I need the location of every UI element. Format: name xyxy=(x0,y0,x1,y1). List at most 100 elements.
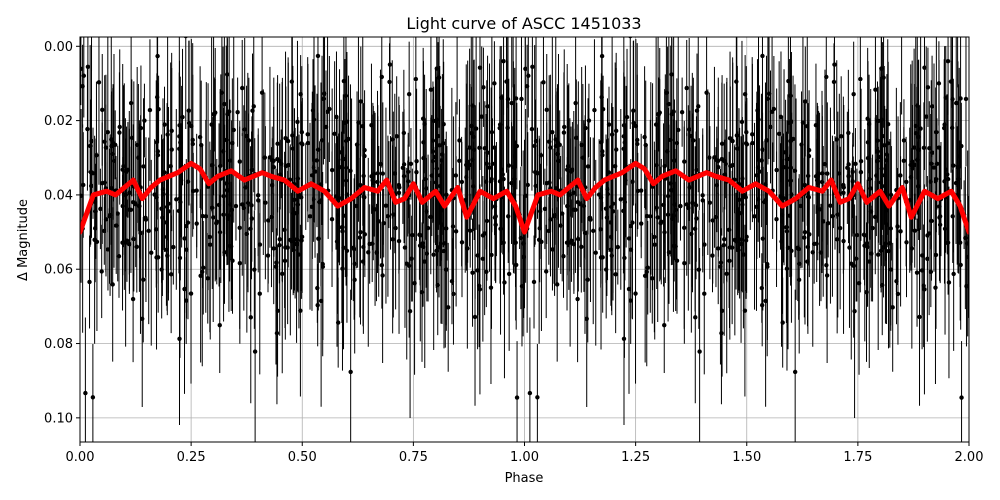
data-point xyxy=(405,169,411,174)
data-point xyxy=(465,159,470,164)
data-point xyxy=(194,188,199,193)
data-point xyxy=(509,100,514,106)
data-point xyxy=(819,179,825,185)
data-point xyxy=(609,253,614,258)
data-point xyxy=(739,119,745,125)
data-point xyxy=(362,195,367,200)
data-point xyxy=(537,209,543,214)
data-point xyxy=(621,146,626,152)
data-point xyxy=(243,185,248,190)
axis-ticks: 0.00 0.25 0.50 0.75 1.00 1.25 1.50 1.75 2.00 0.00… xyxy=(44,40,983,465)
data-point xyxy=(662,322,667,328)
data-point xyxy=(873,87,878,92)
data-point xyxy=(539,239,544,245)
x-tick-label: 1.25 xyxy=(621,450,650,465)
data-point xyxy=(802,182,808,188)
data-point xyxy=(884,222,889,227)
data-point xyxy=(933,178,938,184)
data-point xyxy=(603,267,609,272)
data-point xyxy=(749,132,755,137)
data-point xyxy=(248,315,253,320)
data-point xyxy=(424,251,430,256)
data-point xyxy=(275,141,280,146)
data-point xyxy=(553,186,559,191)
data-point xyxy=(420,116,426,121)
data-point xyxy=(358,229,363,235)
data-point xyxy=(945,240,951,245)
data-point xyxy=(644,269,649,275)
data-point xyxy=(915,103,920,108)
data-point xyxy=(387,79,392,85)
data-point xyxy=(519,96,524,102)
data-point xyxy=(694,216,699,221)
data-point xyxy=(523,193,528,199)
data-point xyxy=(299,130,305,135)
data-point xyxy=(111,158,117,164)
data-point xyxy=(743,195,748,200)
data-point xyxy=(898,173,903,178)
data-point xyxy=(121,164,126,169)
data-point xyxy=(535,171,540,176)
data-point xyxy=(776,131,782,136)
data-point xyxy=(88,183,94,189)
data-point xyxy=(267,155,273,160)
data-point xyxy=(311,117,317,122)
data-point xyxy=(102,228,107,234)
data-point xyxy=(94,153,99,158)
data-point xyxy=(81,73,87,78)
data-point xyxy=(298,308,303,313)
data-point xyxy=(933,252,939,258)
data-point xyxy=(299,195,304,200)
data-point xyxy=(879,166,884,171)
data-point xyxy=(738,237,744,242)
data-point xyxy=(424,209,429,214)
data-point xyxy=(565,203,570,209)
data-point xyxy=(200,213,205,219)
data-point xyxy=(109,137,114,142)
data-point xyxy=(936,81,942,86)
data-point xyxy=(644,213,650,219)
data-point xyxy=(485,104,490,109)
data-point xyxy=(348,369,353,375)
data-point xyxy=(237,225,242,230)
data-point xyxy=(693,315,698,320)
data-point xyxy=(583,125,588,131)
data-point xyxy=(841,185,846,190)
data-point xyxy=(665,193,671,199)
data-point xyxy=(380,171,386,176)
data-point xyxy=(201,265,206,270)
data-point xyxy=(87,143,93,149)
data-point xyxy=(909,246,915,251)
data-point xyxy=(383,203,389,208)
data-point xyxy=(87,279,92,285)
data-point xyxy=(642,134,647,140)
data-point xyxy=(537,226,542,231)
data-point xyxy=(778,114,784,120)
data-point xyxy=(270,158,275,163)
data-point xyxy=(396,238,402,244)
data-point xyxy=(788,93,793,99)
data-point xyxy=(245,200,251,206)
data-point xyxy=(123,192,128,198)
data-point xyxy=(80,66,84,71)
data-point xyxy=(277,242,282,248)
data-point xyxy=(854,232,860,238)
data-point xyxy=(592,107,597,113)
data-point xyxy=(465,166,471,171)
data-point xyxy=(492,204,498,209)
data-point xyxy=(134,244,139,250)
data-point xyxy=(710,218,715,223)
data-point xyxy=(430,158,436,164)
data-point xyxy=(274,260,279,265)
data-point xyxy=(658,221,663,226)
data-point xyxy=(379,74,384,80)
data-point xyxy=(471,184,476,189)
data-point xyxy=(942,226,948,231)
data-point xyxy=(820,171,825,176)
data-point xyxy=(164,234,169,240)
data-point xyxy=(552,212,557,218)
data-point xyxy=(131,236,136,242)
data-point xyxy=(631,120,636,126)
data-point xyxy=(877,154,883,160)
data-point xyxy=(228,244,234,249)
